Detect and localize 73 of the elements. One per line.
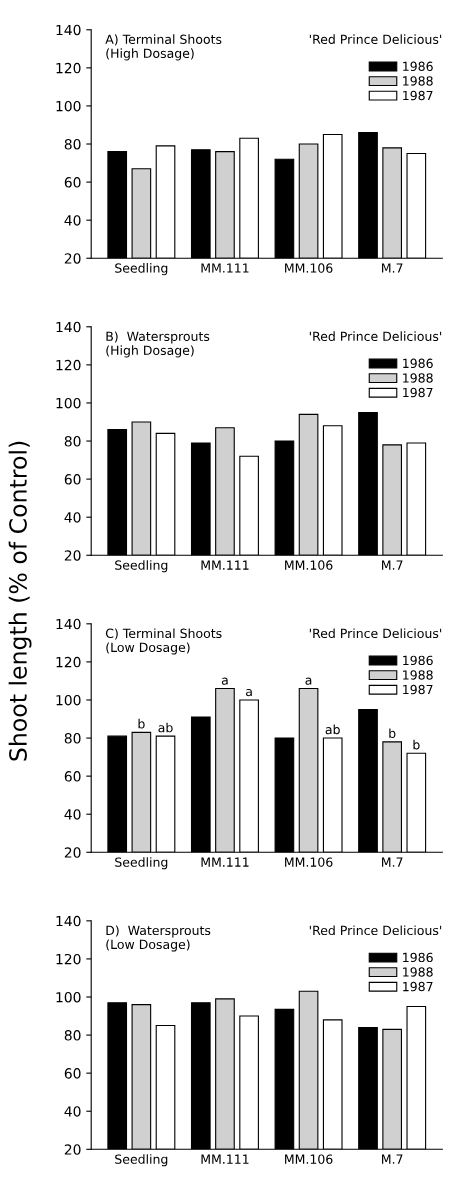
x-tick-label: MM.106 — [285, 1154, 333, 1164]
y-tick-label: 120 — [56, 359, 81, 371]
x-tick-label: MM.111 — [201, 1154, 249, 1164]
legend-label: 1987 — [403, 387, 433, 398]
x-tick-label: M.7 — [382, 1154, 403, 1164]
text: B) Watersprouts (High Dosage) — [106, 331, 210, 358]
y-tick-label: 60 — [64, 1068, 81, 1079]
y-tick-label: 140 — [56, 321, 81, 333]
y-tick-label: 60 — [64, 474, 81, 485]
text: A) Terminal Shoots (High Dosage) — [105, 34, 222, 61]
x-tick-label: M.7 — [382, 857, 403, 867]
x-tick-label: Seedling — [115, 857, 168, 870]
chart-subtitle: 'Red Prince Delicious' — [309, 331, 442, 342]
y-tick-label: 120 — [56, 656, 81, 668]
y-tick-label: 100 — [56, 100, 81, 112]
y-tick-label: 20 — [64, 253, 81, 264]
y-tick-label: 60 — [64, 771, 81, 782]
y-tick-label: 20 — [64, 1144, 81, 1155]
data-label: b — [138, 718, 145, 729]
legend-label: 1988 — [403, 373, 433, 383]
x-tick-label: Seedling — [115, 263, 168, 276]
legend-label: 1986 — [403, 952, 433, 963]
x-tick-label: MM.111 — [201, 560, 249, 570]
chart-subtitle: 'Red Prince Delicious' — [309, 925, 442, 936]
y-tick-label: 80 — [64, 733, 81, 744]
y-tick-label: 140 — [56, 24, 81, 36]
y-tick-label: 100 — [56, 397, 81, 409]
data-label: b — [389, 728, 396, 739]
y-tick-label: 20 — [64, 550, 81, 561]
y-axis-title: Shoot length (% of Control) — [8, 441, 32, 761]
y-tick-label: 20 — [64, 847, 81, 858]
data-label: ab — [158, 722, 173, 733]
x-tick-label: MM.106 — [285, 560, 333, 570]
y-tick-label: 40 — [64, 1106, 81, 1117]
legend-label: 1988 — [403, 967, 433, 977]
x-tick-label: MM.106 — [285, 857, 333, 867]
y-tick-label: 140 — [56, 915, 81, 927]
legend-label: 1987 — [403, 90, 433, 101]
y-tick-label: 80 — [64, 436, 81, 447]
text: D) Watersprouts (Low Dosage) — [106, 925, 211, 952]
y-tick-label: 120 — [56, 953, 81, 965]
legend-label: 1988 — [403, 76, 433, 86]
x-tick-label: MM.106 — [285, 263, 333, 273]
legend-label: 1986 — [403, 61, 433, 72]
x-tick-label: M.7 — [382, 560, 403, 570]
legend-label: 1988 — [403, 670, 433, 680]
data-label: b — [413, 739, 420, 750]
y-tick-label: 100 — [56, 991, 81, 1003]
y-tick-label: 80 — [64, 1030, 81, 1041]
data-label: a — [221, 677, 228, 685]
x-tick-label: MM.111 — [201, 263, 249, 273]
data-label: a — [305, 677, 312, 685]
y-tick-label: 40 — [64, 215, 81, 226]
chart-subtitle: 'Red Prince Delicious' — [309, 628, 442, 639]
y-tick-label: 80 — [64, 138, 81, 150]
y-tick-label: 120 — [56, 62, 81, 74]
y-tick-label: 60 — [64, 177, 81, 188]
y-tick-label: 40 — [64, 512, 81, 523]
y-tick-label: 40 — [64, 809, 81, 820]
y-tick-label: 100 — [56, 694, 81, 706]
x-tick-label: MM.111 — [201, 857, 249, 867]
x-tick-label: Seedling — [115, 1154, 168, 1167]
data-label: ab — [325, 724, 340, 735]
text: C) Terminal Shoots (Low Dosage) — [105, 628, 222, 655]
data-label: a — [246, 688, 252, 697]
chart-subtitle: 'Red Prince Delicious' — [309, 34, 442, 45]
legend-label: 1986 — [403, 655, 433, 666]
legend-label: 1987 — [403, 981, 433, 992]
x-tick-label: Seedling — [115, 560, 168, 573]
legend-label: 1986 — [403, 358, 433, 369]
y-tick-label: 140 — [56, 618, 81, 630]
legend-label: 1987 — [403, 684, 433, 695]
x-tick-label: M.7 — [382, 263, 403, 273]
